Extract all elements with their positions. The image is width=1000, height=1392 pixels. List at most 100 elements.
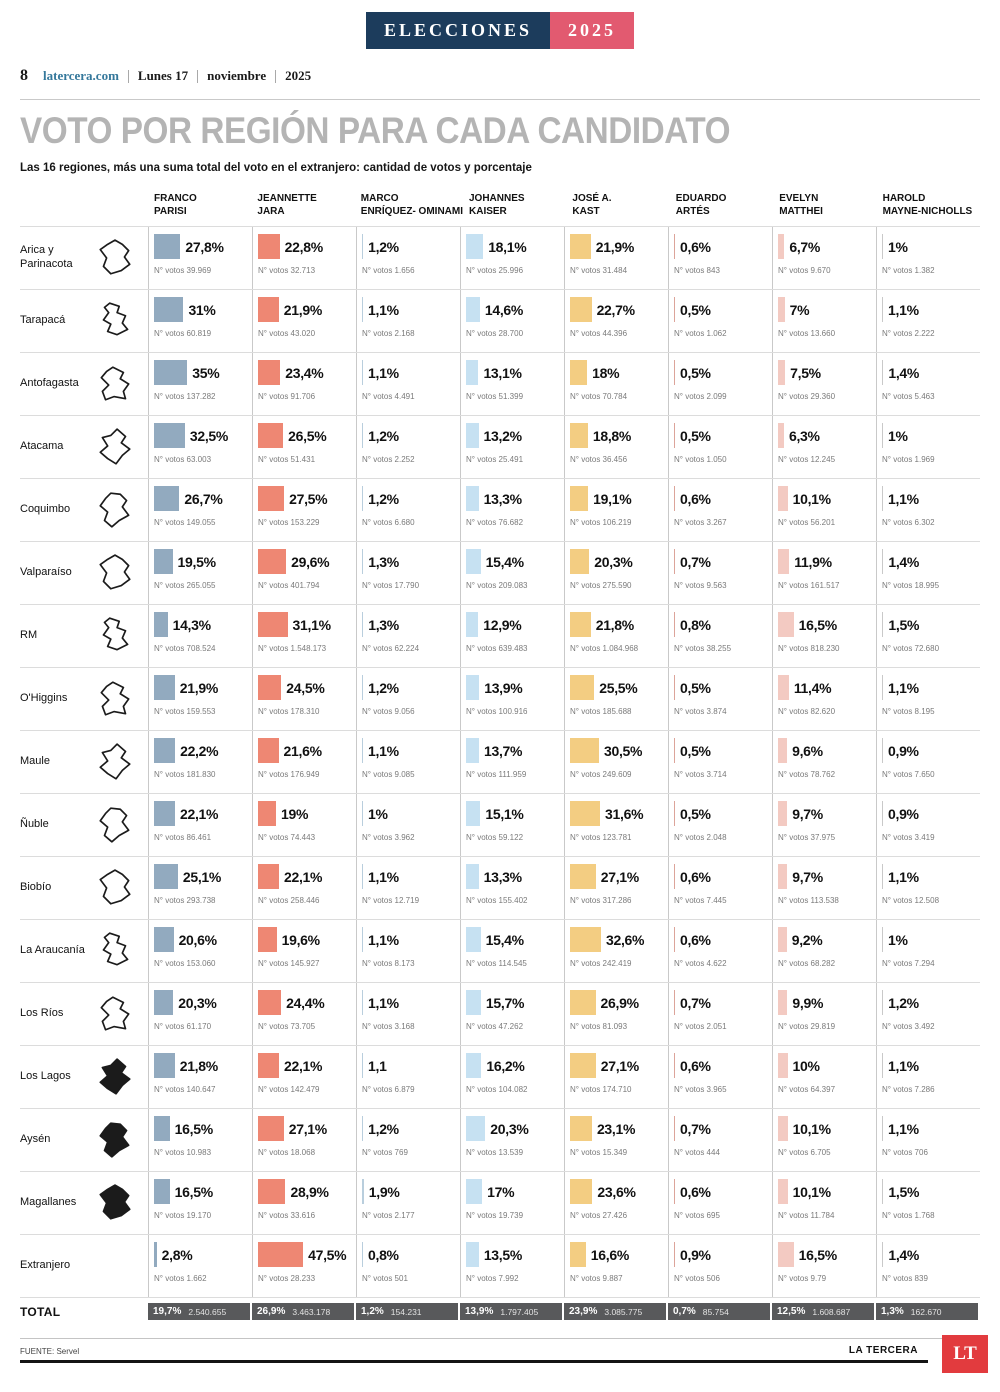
region-name: Atacama <box>20 440 64 453</box>
votes-count: N° votos 64.397 <box>778 1085 836 1094</box>
result-cell: 21,9% N° votos 43.020 <box>252 290 356 352</box>
percentage-value: 15,1% <box>485 805 524 822</box>
bar-row: 1% <box>362 801 457 826</box>
result-cell: 31,6% N° votos 123.781 <box>564 794 668 856</box>
percentage-value: 2,8% <box>161 1246 193 1263</box>
percentage-value: 13,9% <box>484 679 523 696</box>
bar-row: 32,6% <box>570 927 665 952</box>
votes-count: N° votos 6.705 <box>778 1148 831 1157</box>
result-cell: 0,8% N° votos 38.255 <box>668 605 772 667</box>
region-row: Los Ríos 20,3% N° votos 61.170 24,4% N° voto… <box>20 982 980 1045</box>
region-row: Valparaíso 19,5% N° votos 265.055 29,6% N° v… <box>20 541 980 604</box>
percentage-value: 22,8% <box>284 238 324 255</box>
result-cell: 0,9% N° votos 7.650 <box>876 731 980 793</box>
percentage-value: 25,5% <box>599 679 638 696</box>
bar-row: 0,5% <box>674 297 769 322</box>
bar-row: 1,1% <box>882 297 977 322</box>
result-cell: 13,3% N° votos 76.682 <box>460 479 564 541</box>
candidate-first-name: MARCO <box>360 193 399 204</box>
percentage-value: 20,6% <box>178 931 218 948</box>
result-cell: 10,1% N° votos 56.201 <box>772 479 876 541</box>
result-cell: 22,1% N° votos 258.446 <box>252 857 356 919</box>
result-cell: 1,1 N° votos 6.879 <box>356 1046 460 1108</box>
result-cell: 22,8% N° votos 32.713 <box>252 227 356 289</box>
votes-count: N° votos 155.402 <box>466 896 528 905</box>
result-cell: 1,4% N° votos 5.463 <box>876 353 980 415</box>
votes-count: N° votos 769 <box>362 1148 408 1157</box>
result-bar <box>362 864 364 889</box>
bar-row: 6,3% <box>778 423 873 448</box>
votes-count: N° votos 17.790 <box>362 581 420 590</box>
votes-count: N° votos 1.662 <box>154 1274 207 1283</box>
result-cell: 21,9% N° votos 159.553 <box>148 668 252 730</box>
percentage-value: 0,8% <box>368 1246 399 1263</box>
percentage-value: 13,7% <box>484 742 523 759</box>
total-label: TOTAL <box>20 1304 61 1319</box>
percentage-value: 6,3% <box>788 427 820 444</box>
percentage-value: 21,8% <box>595 616 635 633</box>
percentage-value: 20,3% <box>490 1120 529 1137</box>
bar-row: 28,9% <box>258 1179 353 1204</box>
candidate-header: JOSÉ A. KAST <box>566 192 669 218</box>
percentage-value: 0,7% <box>680 994 711 1011</box>
result-cell: 1,4% N° votos 839 <box>876 1235 980 1297</box>
percentage-value: 0,7% <box>680 1120 711 1137</box>
result-cell: 9,6% N° votos 78.762 <box>772 731 876 793</box>
result-cell: 1,3% N° votos 17.790 <box>356 542 460 604</box>
date-month: noviembre <box>207 68 267 83</box>
result-cell: 10,1% N° votos 11.784 <box>772 1172 876 1234</box>
percentage-value: 14,3% <box>172 616 212 633</box>
percentage-value: 27,8% <box>185 238 224 255</box>
votes-count: N° votos 3.962 <box>362 833 415 842</box>
result-cell: 0,7% N° votos 444 <box>668 1109 772 1171</box>
votes-count: N° votos 62.224 <box>362 644 420 653</box>
result-cell: 1,2% N° votos 769 <box>356 1109 460 1171</box>
region-name: Ñuble <box>20 818 49 831</box>
bar-row: 9,9% <box>778 990 873 1015</box>
region-cell: Atacama <box>20 416 148 478</box>
region-map-icon <box>99 869 131 905</box>
result-bar <box>674 423 675 448</box>
result-cell: 1% N° votos 1.382 <box>876 227 980 289</box>
lt-logo: LT <box>942 1335 988 1373</box>
result-cell: 17% N° votos 19.739 <box>460 1172 564 1234</box>
result-cell: 15,1% N° votos 59.122 <box>460 794 564 856</box>
bar-row: 10,1% <box>778 486 873 511</box>
votes-count: N° votos 249.609 <box>570 770 632 779</box>
votes-count: N° votos 3.168 <box>362 1022 415 1031</box>
percentage-value: 23,4% <box>285 364 324 381</box>
bar-row: 0,9% <box>674 1242 769 1267</box>
percentage-value: 1,4% <box>888 1246 920 1263</box>
result-bar <box>466 801 481 826</box>
percentage-value: 10% <box>792 1057 820 1074</box>
result-cell: 18% N° votos 70.784 <box>564 353 668 415</box>
result-bar <box>882 486 884 511</box>
result-bar <box>258 1242 304 1267</box>
percentage-value: 1,1% <box>368 742 399 759</box>
percentage-value: 17% <box>487 1183 515 1200</box>
result-bar <box>674 1242 675 1267</box>
votes-count: N° votos 31.484 <box>570 266 628 275</box>
bar-row: 9,2% <box>778 927 873 952</box>
percentage-value: 13,2% <box>483 427 523 444</box>
result-bar <box>778 423 784 448</box>
result-bar <box>466 486 479 511</box>
percentage-value: 0,5% <box>680 427 711 444</box>
region-cell: Biobío <box>20 857 148 919</box>
page-subtitle: Las 16 regiones, más una suma total del … <box>20 162 532 174</box>
map-spacer <box>94 1243 136 1289</box>
bar-row: 0,8% <box>674 612 769 637</box>
region-row: Los Lagos 21,8% N° votos 140.647 22,1% N° vo… <box>20 1045 980 1108</box>
result-bar <box>154 675 175 700</box>
candidate-header: HAROLD MAYNE-NICHOLLS <box>877 192 980 218</box>
bar-row: 1,2% <box>362 234 457 259</box>
candidate-first-name: FRANCO <box>154 193 197 204</box>
page-title: VOTO POR REGIÓN PARA CADA CANDIDATO <box>20 110 731 151</box>
result-cell: 15,7% N° votos 47.262 <box>460 983 564 1045</box>
bar-row: 27,5% <box>258 486 353 511</box>
result-bar <box>674 738 675 763</box>
result-cell: 32,5% N° votos 63.003 <box>148 416 252 478</box>
candidate-header: EDUARDO ARTÉS <box>670 192 773 218</box>
votes-count: N° votos 12.719 <box>362 896 420 905</box>
result-cell: 20,6% N° votos 153.060 <box>148 920 252 982</box>
